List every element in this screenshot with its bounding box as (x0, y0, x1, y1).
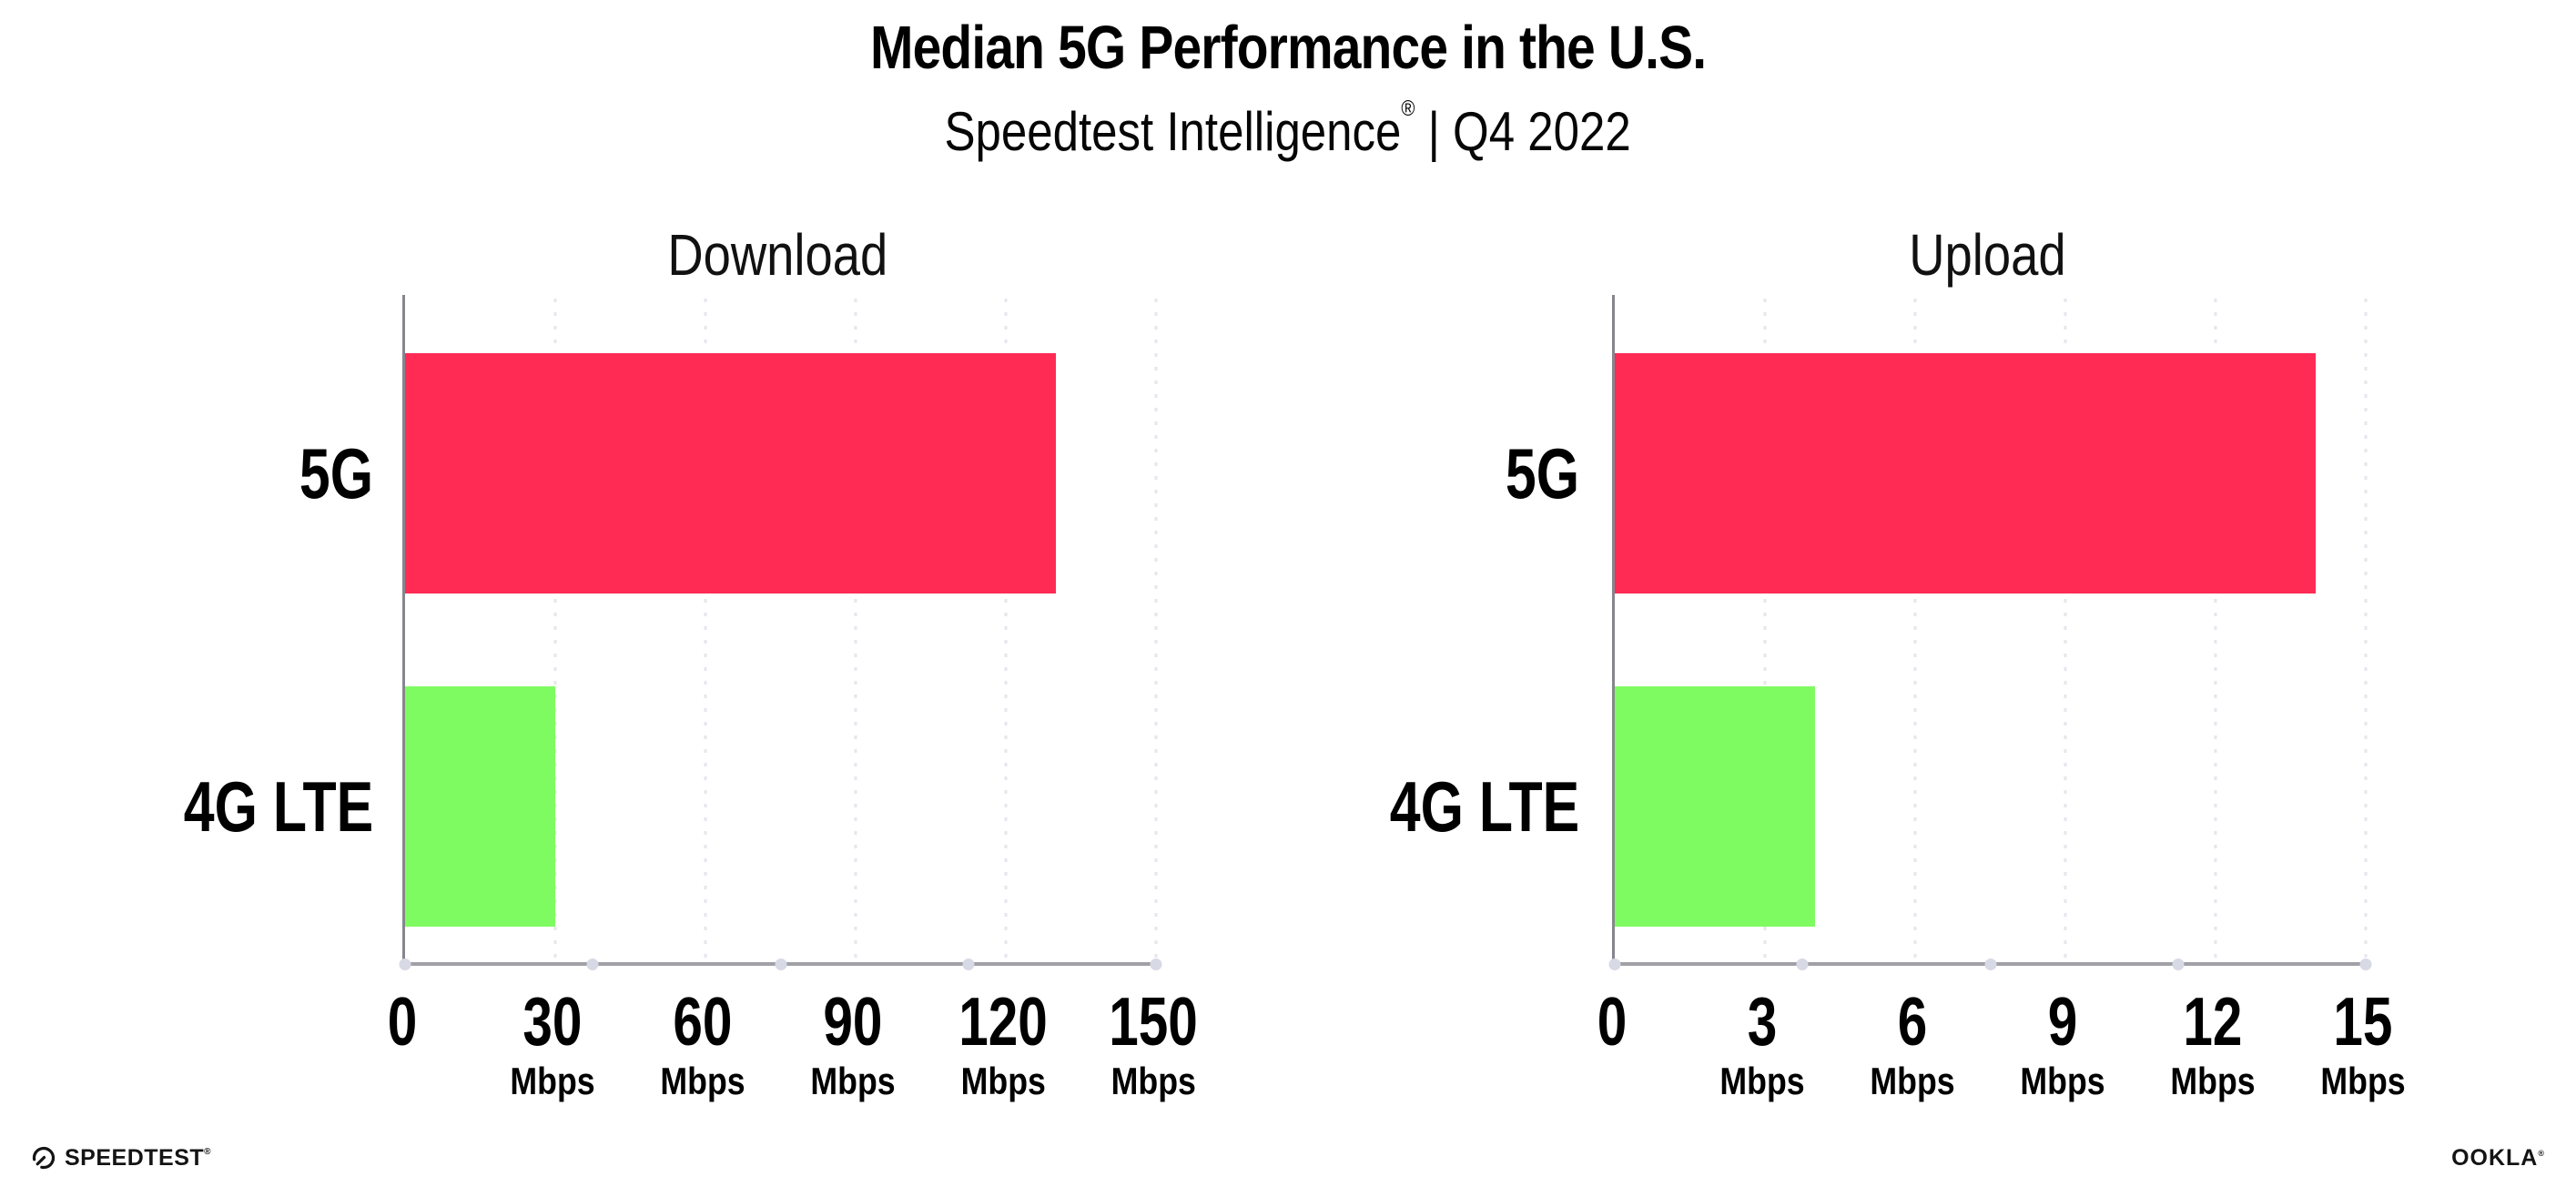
category-label-4g-lte: 4G LTE (1288, 686, 1579, 927)
gridline-150 (1154, 299, 1158, 962)
x-tick-value: 9 (2047, 983, 2078, 1060)
x-tick-120: 120 Mbps (946, 988, 1060, 1101)
ookla-registered-icon: ® (2538, 1149, 2545, 1158)
x-tick-unit: Mbps (1870, 1060, 1955, 1102)
speedtest-wordmark: SPEEDTEST® (65, 1144, 212, 1171)
ookla-logo: OOKLA® (2451, 1147, 2545, 1170)
page-subtitle-text: Speedtest Intelligence® | Q4 2022 (945, 96, 1631, 165)
axis-tick-dot (775, 959, 786, 970)
x-tick-value: 15 (2333, 983, 2393, 1060)
x-tick-value: 90 (823, 983, 883, 1060)
x-tick-value: 120 (958, 983, 1048, 1060)
download-x-axis-ticks: 0 30 Mbps 60 Mbps 90 Mbps 120 Mbps 150 Mbps (388, 988, 1198, 1151)
x-tick-value: 30 (522, 983, 583, 1060)
axis-tick-dot (586, 959, 599, 970)
axis-tick-dot (1984, 959, 1996, 970)
gridline-12 (2214, 299, 2217, 962)
x-tick-0: 0 (383, 988, 421, 1056)
gridline-15 (2364, 299, 2368, 962)
category-label-4g-lte-text: 4G LTE (183, 766, 373, 847)
axis-tick-dot (1796, 959, 1809, 970)
upload-x-axis-ticks: 0 3 Mbps 6 Mbps 9 Mbps 12 Mbps 15 Mbps (1597, 988, 2406, 1151)
bar-5g-download (405, 353, 1056, 593)
x-tick-unit: Mbps (2170, 1060, 2256, 1102)
gridline-30 (553, 299, 557, 962)
x-tick-3: 3 Mbps (1712, 988, 1812, 1101)
x-tick-unit: Mbps (660, 1060, 745, 1102)
axis-tick-dot (962, 959, 975, 970)
speedtest-logo: SPEEDTEST® (31, 1141, 211, 1174)
axis-tick-dot (1608, 959, 1621, 970)
x-tick-unit: Mbps (810, 1060, 896, 1102)
category-label-5g: 5G (1288, 353, 1579, 593)
gridline-60 (704, 299, 707, 962)
ookla-wordmark-text: OOKLA (2451, 1145, 2539, 1171)
x-tick-unit: Mbps (2020, 1060, 2105, 1102)
gridline-3 (1763, 299, 1767, 962)
page-title-text: Median 5G Performance in the U.S. (869, 14, 1707, 82)
x-tick-value: 0 (1597, 983, 1628, 1060)
x-tick-90: 90 Mbps (803, 988, 903, 1101)
axis-tick-dot (399, 959, 411, 970)
gridline-9 (2064, 299, 2067, 962)
x-tick-30: 30 Mbps (502, 988, 603, 1101)
x-tick-value: 6 (1897, 983, 1928, 1060)
x-tick-value: 0 (387, 983, 418, 1060)
axis-tick-dot (2359, 959, 2372, 970)
speedtest-gauge-icon (32, 1146, 56, 1170)
x-tick-value: 3 (1747, 983, 1778, 1060)
x-tick-unit: Mbps (1719, 1060, 1805, 1102)
x-tick-unit: Mbps (510, 1060, 595, 1102)
bar-5g-upload (1615, 353, 2316, 593)
speedtest-wordmark-text: SPEEDTEST (65, 1144, 205, 1171)
x-tick-value: 60 (673, 983, 733, 1060)
gridline-90 (854, 299, 857, 962)
subtitle-period: | Q4 2022 (1415, 101, 1632, 162)
x-tick-value: 12 (2183, 983, 2243, 1060)
page-subtitle: Speedtest Intelligence® | Q4 2022 (0, 96, 2576, 165)
bar-4g-lte-upload (1615, 686, 1815, 927)
x-tick-0: 0 (1593, 988, 1631, 1056)
upload-chart-title-text: Upload (1909, 222, 2066, 288)
x-tick-9: 9 Mbps (2013, 988, 2113, 1101)
axis-tick-dot (1150, 959, 1162, 970)
x-tick-15: 15 Mbps (2313, 988, 2413, 1101)
subtitle-brand: Speedtest Intelligence (944, 101, 1402, 162)
x-tick-unit: Mbps (1111, 1060, 1196, 1102)
speedtest-registered-icon: ® (204, 1146, 212, 1157)
category-label-5g: 5G (82, 353, 373, 593)
category-label-5g-text: 5G (1505, 433, 1579, 513)
page-title: Median 5G Performance in the U.S. (0, 13, 2576, 83)
x-tick-value: 150 (1109, 983, 1198, 1060)
x-tick-60: 60 Mbps (653, 988, 753, 1101)
category-label-4g-lte-text: 4G LTE (1389, 766, 1579, 847)
gridline-120 (1004, 299, 1008, 962)
registered-trademark-icon: ® (1401, 96, 1415, 121)
x-tick-unit: Mbps (2320, 1060, 2406, 1102)
category-label-5g-text: 5G (299, 433, 373, 513)
x-tick-unit: Mbps (960, 1060, 1046, 1102)
x-tick-150: 150 Mbps (1096, 988, 1210, 1101)
download-chart-title: Download (402, 226, 1153, 284)
category-label-4g-lte: 4G LTE (82, 686, 373, 927)
download-chart-title-text: Download (667, 222, 888, 288)
download-plot-area (399, 295, 1162, 970)
gridline-6 (1913, 299, 1917, 962)
upload-plot-area (1608, 295, 2372, 970)
x-tick-6: 6 Mbps (1862, 988, 1962, 1101)
upload-chart-title: Upload (1612, 226, 2363, 284)
axis-tick-dot (2172, 959, 2185, 970)
x-tick-12: 12 Mbps (2163, 988, 2263, 1101)
bar-4g-lte-download (405, 686, 555, 927)
